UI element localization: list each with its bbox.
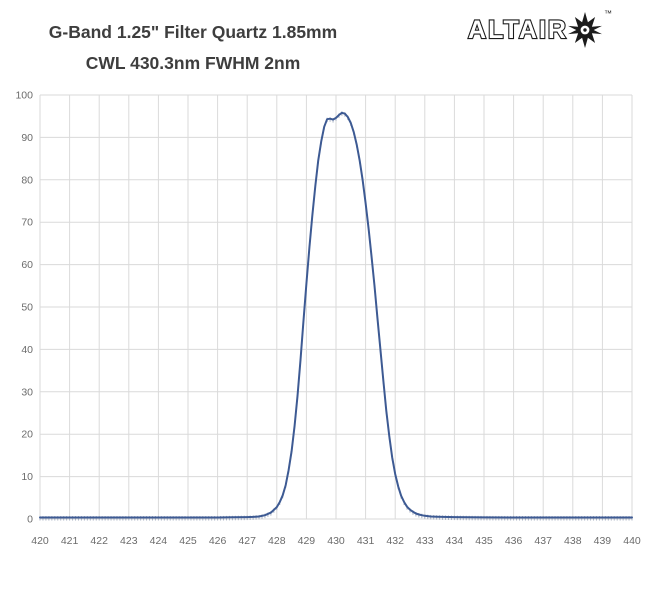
y-tick-label: 20 [21,429,33,441]
y-tick-label: 70 [21,217,33,229]
x-tick-label: 435 [475,535,493,547]
x-tick-label: 436 [505,535,523,547]
x-tick-label: 430 [327,535,345,547]
x-tick-label: 422 [90,535,108,547]
y-tick-label: 80 [21,174,33,186]
y-tick-label: 40 [21,344,33,356]
x-tick-label: 421 [61,535,79,547]
x-tick-label: 424 [150,535,168,547]
y-tick-label: 50 [21,302,33,314]
y-tick-label: 0 [27,514,33,526]
x-tick-label: 438 [564,535,582,547]
x-tick-label: 431 [357,535,375,547]
y-tick-label: 10 [21,471,33,483]
x-tick-label: 425 [179,535,197,547]
x-tick-label: 440 [623,535,641,547]
y-tick-label: 30 [21,386,33,398]
trademark-label: ™ [604,9,612,18]
transmission-curve [39,111,633,519]
x-tick-label: 423 [120,535,138,547]
y-tick-label: 60 [21,259,33,271]
star-icon [568,12,602,48]
x-tick-label: 434 [446,535,464,547]
y-tick-label: 100 [15,90,33,102]
x-tick-label: 432 [386,535,404,547]
chart-title: G-Band 1.25" Filter Quartz 1.85mm CWL 43… [0,17,386,79]
x-tick-label: 439 [594,535,612,547]
x-tick-label: 428 [268,535,286,547]
x-tick-label: 420 [31,535,49,547]
x-tick-label: 433 [416,535,434,547]
x-tick-label: 427 [238,535,256,547]
x-tick-label: 429 [298,535,316,547]
y-tick-label: 90 [21,132,33,144]
x-tick-label: 426 [209,535,227,547]
x-tick-label: 437 [534,535,552,547]
altair-logo-text: ALTAIR [468,16,568,44]
chart-title-line1: G-Band 1.25" Filter Quartz 1.85mm [48,22,338,42]
chart-title-line2: CWL 430.3nm FWHM 2nm [85,53,301,73]
altair-logo: ALTAIR ™ [467,9,612,48]
